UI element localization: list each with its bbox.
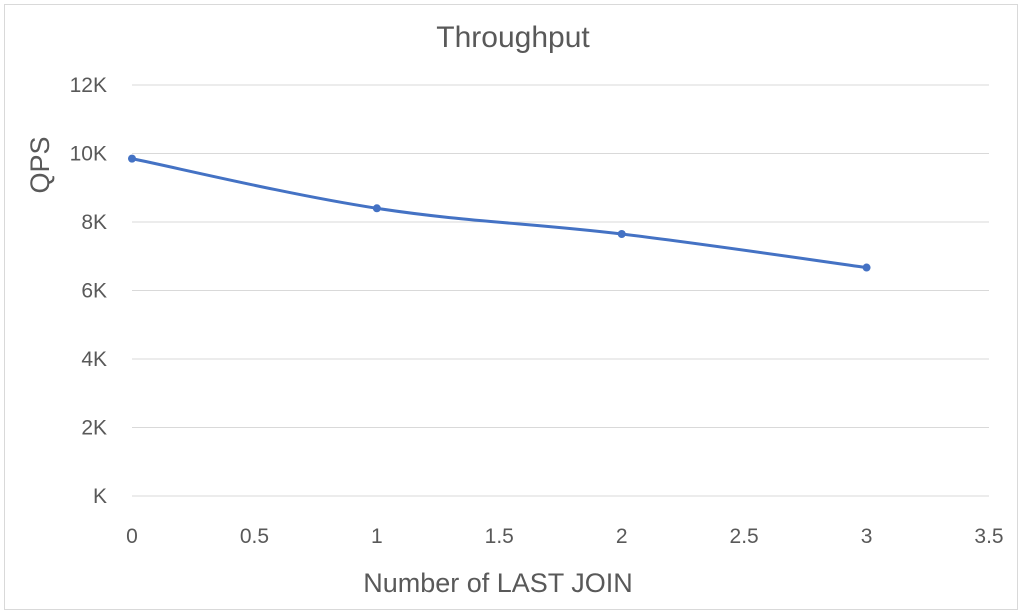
y-tick-label: K — [93, 485, 107, 508]
series-layer — [128, 154, 871, 272]
x-axis-title: Number of LAST JOIN — [363, 568, 633, 598]
x-tick-label: 1.5 — [485, 525, 514, 548]
y-tick-label: 10K — [70, 143, 107, 166]
y-tick-label: 4K — [81, 348, 107, 371]
y-axis-title: QPS — [25, 136, 55, 193]
x-tick-label: 2.5 — [730, 525, 759, 548]
chart-frame: Throughput K 2K 4K 6K 8K 10K 12K 0 0.5 1 1.5 2 2.5 3… — [4, 4, 1018, 610]
x-tick-label: 3.5 — [974, 525, 1003, 548]
y-tick-label: 6K — [81, 280, 107, 303]
data-point — [372, 204, 381, 213]
series-line — [131, 157, 867, 270]
x-tick-label: 1 — [371, 525, 383, 548]
x-tick-label: 0.5 — [240, 525, 269, 548]
line-chart: Throughput K 2K 4K 6K 8K 10K 12K 0 0.5 1 1.5 2 2.5 3… — [25, 21, 1004, 598]
y-tick-label: 8K — [81, 211, 107, 234]
x-tick-label: 0 — [126, 525, 138, 548]
y-tick-label: 2K — [81, 417, 107, 440]
data-point — [617, 229, 626, 238]
y-axis-ticks: K 2K 4K 6K 8K 10K 12K — [70, 74, 107, 508]
x-tick-label: 2 — [616, 525, 628, 548]
gridlines — [132, 84, 989, 497]
chart-title: Throughput — [436, 21, 590, 54]
y-tick-label: 12K — [70, 74, 107, 97]
data-point — [128, 154, 136, 163]
data-point — [862, 263, 871, 272]
x-axis-ticks: 0 0.5 1 1.5 2 2.5 3 3.5 — [126, 525, 1003, 548]
x-tick-label: 3 — [861, 525, 873, 548]
